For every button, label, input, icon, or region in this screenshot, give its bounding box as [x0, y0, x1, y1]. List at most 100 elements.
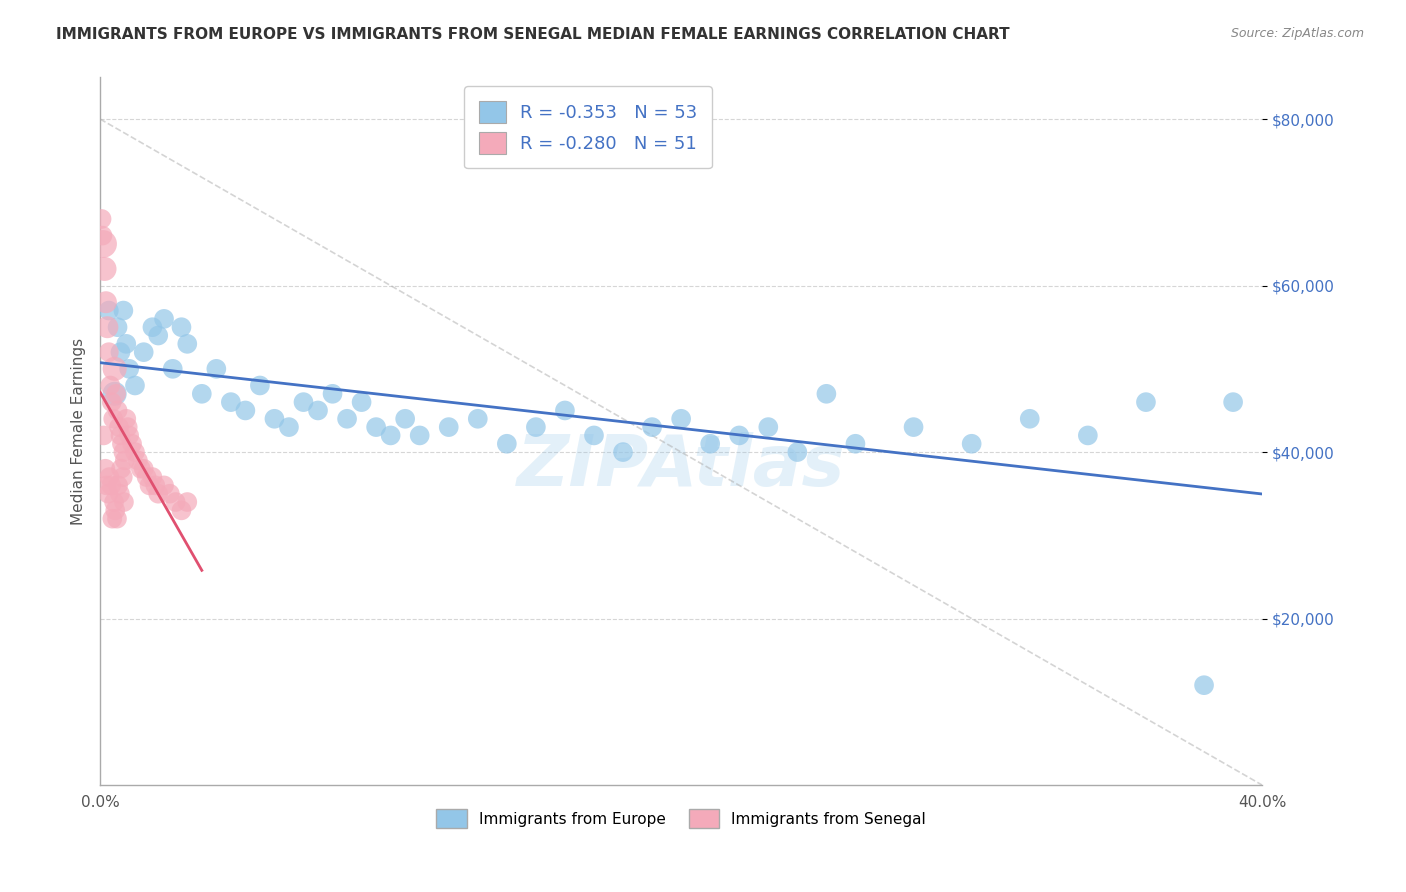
Y-axis label: Median Female Earnings: Median Female Earnings	[72, 338, 86, 524]
Text: Source: ZipAtlas.com: Source: ZipAtlas.com	[1230, 27, 1364, 40]
Point	[235, 403, 257, 417]
Point	[756, 420, 779, 434]
Point	[278, 420, 301, 434]
Point	[107, 403, 129, 417]
Point	[107, 320, 129, 334]
Point	[132, 345, 155, 359]
Point	[103, 411, 125, 425]
Point	[111, 436, 134, 450]
Point	[115, 411, 138, 425]
Point	[112, 303, 135, 318]
Point	[437, 420, 460, 434]
Point	[103, 495, 125, 509]
Point	[104, 503, 127, 517]
Point	[191, 386, 214, 401]
Point	[148, 486, 170, 500]
Point	[98, 470, 121, 484]
Point	[554, 403, 576, 417]
Point	[117, 420, 139, 434]
Point	[159, 486, 181, 500]
Text: IMMIGRANTS FROM EUROPE VS IMMIGRANTS FROM SENEGAL MEDIAN FEMALE EARNINGS CORRELA: IMMIGRANTS FROM EUROPE VS IMMIGRANTS FRO…	[56, 27, 1010, 42]
Point	[104, 386, 127, 401]
Point	[91, 228, 114, 243]
Point	[127, 453, 149, 467]
Point	[350, 395, 373, 409]
Point	[524, 420, 547, 434]
Point	[91, 236, 114, 251]
Point	[1018, 411, 1040, 425]
Point	[124, 378, 146, 392]
Point	[176, 495, 198, 509]
Point	[110, 428, 132, 442]
Point	[1192, 678, 1215, 692]
Point	[307, 403, 329, 417]
Point	[100, 395, 122, 409]
Point	[112, 495, 135, 509]
Point	[162, 361, 184, 376]
Text: ZIPAtlas: ZIPAtlas	[517, 432, 845, 501]
Point	[170, 320, 193, 334]
Point	[105, 386, 128, 401]
Point	[135, 470, 157, 484]
Point	[124, 445, 146, 459]
Point	[786, 445, 808, 459]
Point	[94, 295, 117, 310]
Point	[132, 461, 155, 475]
Point	[582, 428, 605, 442]
Point	[110, 461, 132, 475]
Point	[118, 361, 141, 376]
Point	[641, 420, 664, 434]
Point	[699, 436, 721, 450]
Point	[94, 461, 117, 475]
Point	[101, 511, 124, 525]
Point	[467, 411, 489, 425]
Point	[165, 495, 187, 509]
Point	[380, 428, 402, 442]
Point	[118, 428, 141, 442]
Point	[129, 461, 152, 475]
Point	[110, 345, 132, 359]
Point	[728, 428, 751, 442]
Point	[495, 436, 517, 450]
Point	[669, 411, 692, 425]
Point	[612, 445, 634, 459]
Point	[148, 328, 170, 343]
Point	[336, 411, 359, 425]
Point	[263, 411, 285, 425]
Point	[114, 453, 136, 467]
Point	[815, 386, 838, 401]
Point	[108, 486, 131, 500]
Point	[107, 478, 129, 492]
Point	[105, 511, 128, 525]
Point	[170, 503, 193, 517]
Point	[111, 470, 134, 484]
Point	[153, 311, 176, 326]
Point	[960, 436, 983, 450]
Point	[844, 436, 866, 450]
Point	[96, 478, 118, 492]
Point	[97, 486, 120, 500]
Point	[143, 478, 166, 492]
Point	[112, 445, 135, 459]
Point	[138, 478, 160, 492]
Point	[115, 336, 138, 351]
Point	[93, 261, 115, 276]
Point	[249, 378, 271, 392]
Point	[903, 420, 925, 434]
Point	[1077, 428, 1099, 442]
Point	[205, 361, 228, 376]
Point	[90, 211, 112, 226]
Legend: Immigrants from Europe, Immigrants from Senegal: Immigrants from Europe, Immigrants from …	[430, 803, 932, 834]
Point	[394, 411, 416, 425]
Point	[176, 336, 198, 351]
Point	[108, 420, 131, 434]
Point	[121, 436, 143, 450]
Point	[153, 478, 176, 492]
Point	[1222, 395, 1244, 409]
Point	[141, 470, 163, 484]
Point	[97, 345, 120, 359]
Point	[219, 395, 242, 409]
Point	[96, 320, 118, 334]
Point	[98, 378, 121, 392]
Point	[93, 428, 115, 442]
